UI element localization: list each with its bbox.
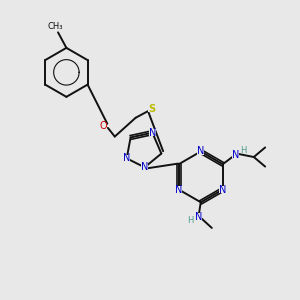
Text: CH₃: CH₃ (47, 22, 63, 32)
Bar (219, 186, 226, 193)
Bar (100, 123, 107, 129)
Text: N: N (197, 146, 205, 157)
Text: S: S (148, 104, 155, 114)
Bar (232, 151, 238, 158)
Text: N: N (149, 128, 156, 138)
Text: N: N (175, 184, 182, 195)
Text: N: N (141, 162, 148, 172)
Bar (123, 155, 130, 162)
Text: N: N (195, 212, 202, 222)
Text: N: N (123, 153, 130, 164)
Bar (195, 213, 202, 220)
Bar (175, 186, 182, 193)
Text: O: O (100, 121, 107, 131)
Text: H: H (241, 146, 247, 155)
Text: N: N (219, 184, 226, 195)
Bar (141, 164, 148, 171)
Bar (149, 129, 156, 136)
Text: H: H (187, 216, 194, 225)
Text: N: N (232, 150, 239, 160)
Bar (197, 148, 204, 155)
Bar (148, 105, 155, 112)
